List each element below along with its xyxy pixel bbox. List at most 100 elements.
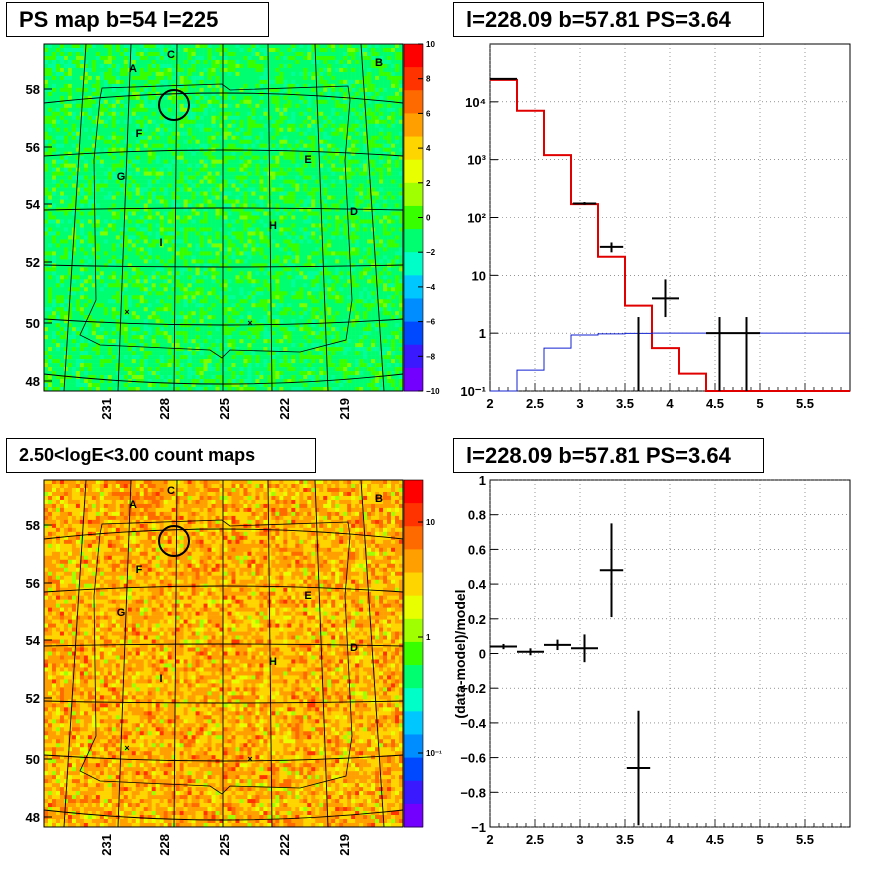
- heatmap-cell: [59, 171, 65, 176]
- heatmap-cell: [371, 71, 376, 77]
- heatmap-cell: [199, 103, 204, 109]
- heatmap-cell: [319, 67, 324, 73]
- heatmap-cell: [107, 199, 113, 204]
- heatmap-cell: [191, 235, 196, 240]
- heatmap-cell: [375, 59, 380, 65]
- heatmap-cell: [335, 87, 340, 93]
- heatmap-cell: [399, 127, 404, 133]
- heatmap-cell: [83, 55, 89, 61]
- heatmap-cell: [159, 263, 164, 268]
- heatmap-cell: [171, 247, 176, 252]
- heatmap-cell: [99, 131, 105, 137]
- heatmap-cell: [147, 44, 152, 49]
- heatmap-cell: [151, 243, 156, 248]
- heatmap-cell: [275, 75, 280, 81]
- heatmap-cell: [383, 91, 388, 97]
- heatmap-cell: [139, 127, 145, 133]
- heatmap-cell: [355, 123, 360, 129]
- heatmap-cell: [271, 211, 276, 216]
- heatmap-cell: [259, 199, 264, 204]
- heatmap-cell: [251, 115, 256, 121]
- heatmap-cell: [271, 187, 276, 192]
- heatmap-cell: [147, 183, 152, 188]
- heatmap-cell: [271, 143, 276, 148]
- heatmap-cell: [131, 119, 137, 125]
- heatmap-cell: [391, 219, 396, 224]
- heatmap-cell: [383, 179, 388, 184]
- heatmap-cell: [71, 107, 77, 113]
- heatmap-cell: [243, 95, 248, 101]
- heatmap-cell: [87, 119, 93, 125]
- heatmap-cell: [135, 175, 141, 180]
- heatmap-cell: [155, 111, 160, 117]
- heatmap-cell: [211, 183, 216, 188]
- heatmap-cell: [151, 47, 156, 53]
- heatmap-cell: [395, 59, 400, 65]
- heatmap-cell: [359, 167, 364, 172]
- heatmap-cell: [99, 247, 105, 252]
- heatmap-cell: [59, 235, 65, 240]
- heatmap-cell: [107, 107, 113, 113]
- heatmap-cell: [387, 251, 392, 256]
- heatmap-cell: [127, 51, 133, 57]
- heatmap-cell: [371, 251, 376, 256]
- heatmap-cell: [163, 99, 168, 105]
- heatmap-cell: [135, 263, 141, 268]
- heatmap-cell: [131, 219, 137, 224]
- heatmap-cell: [55, 151, 61, 156]
- heatmap-cell: [311, 151, 316, 156]
- heatmap-cell: [67, 83, 73, 89]
- heatmap-cell: [207, 44, 212, 49]
- heatmap-cell: [243, 103, 248, 109]
- heatmap-cell: [139, 263, 145, 268]
- heatmap-cell: [115, 111, 121, 117]
- heatmap-cell: [251, 143, 256, 148]
- heatmap-cell: [367, 135, 372, 141]
- heatmap-cell: [155, 223, 160, 228]
- heatmap-cell: [379, 83, 384, 89]
- heatmap-cell: [307, 235, 312, 240]
- heatmap-cell: [227, 79, 232, 85]
- heatmap-cell: [71, 147, 77, 152]
- heatmap-cell: [223, 163, 228, 168]
- heatmap-cell: [203, 195, 208, 200]
- heatmap-cell: [115, 155, 121, 160]
- heatmap-cell: [95, 235, 101, 240]
- heatmap-cell: [395, 139, 400, 145]
- heatmap-cell: [63, 47, 69, 53]
- heatmap-cell: [87, 191, 93, 196]
- heatmap-cell: [95, 63, 101, 69]
- heatmap-cell: [243, 195, 248, 200]
- heatmap-cell: [291, 119, 296, 125]
- heatmap-cell: [44, 219, 49, 224]
- heatmap-cell: [191, 44, 196, 49]
- heatmap-cell: [83, 87, 89, 93]
- heatmap-cell: [159, 99, 164, 105]
- heatmap-cell: [307, 175, 312, 180]
- heatmap-cell: [159, 211, 164, 216]
- heatmap-cell: [223, 59, 228, 65]
- heatmap-cell: [339, 255, 344, 260]
- heatmap-cell: [227, 251, 232, 256]
- heatmap-cell: [99, 255, 105, 260]
- heatmap-cell: [263, 87, 268, 93]
- heatmap-cell: [143, 71, 149, 77]
- heatmap-cell: [367, 44, 372, 49]
- heatmap-cell: [395, 131, 400, 137]
- heatmap-cell: [247, 203, 252, 208]
- heatmap-cell: [95, 215, 101, 220]
- heatmap-cell: [363, 171, 368, 176]
- heatmap-cell: [167, 235, 172, 240]
- heatmap-cell: [211, 83, 216, 89]
- heatmap-cell: [331, 151, 336, 156]
- heatmap-cell: [347, 79, 352, 85]
- heatmap-cell: [379, 123, 384, 129]
- heatmap-cell: [331, 123, 336, 129]
- heatmap-cell: [167, 95, 172, 101]
- heatmap-cell: [391, 163, 396, 168]
- heatmap-cell: [235, 207, 240, 212]
- heatmap-cell: [275, 207, 280, 212]
- heatmap-cell: [211, 47, 216, 53]
- heatmap-cell: [247, 55, 252, 61]
- heatmap-cell: [67, 59, 73, 65]
